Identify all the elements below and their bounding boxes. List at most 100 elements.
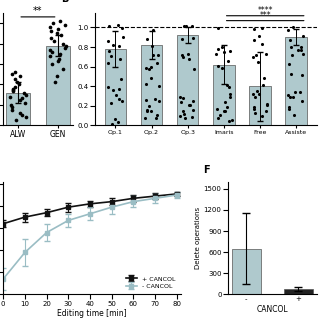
Point xyxy=(215,25,220,30)
Point xyxy=(255,60,260,65)
Text: F: F xyxy=(203,165,210,175)
Point xyxy=(55,27,60,32)
Point xyxy=(178,114,183,119)
Point xyxy=(16,82,21,87)
Point xyxy=(63,45,68,50)
Point xyxy=(147,67,152,72)
Point xyxy=(120,25,125,30)
Point xyxy=(63,43,68,48)
Point xyxy=(300,73,305,78)
Point xyxy=(57,56,62,61)
Bar xyxy=(105,49,126,125)
Point xyxy=(260,26,265,31)
Point xyxy=(288,94,293,99)
Point xyxy=(228,94,233,100)
Point xyxy=(12,77,17,82)
Point xyxy=(177,94,182,100)
Point xyxy=(180,52,185,57)
X-axis label: CANCOL: CANCOL xyxy=(257,305,288,314)
Point xyxy=(50,61,55,67)
Point xyxy=(145,109,150,114)
Point xyxy=(7,94,12,99)
Point xyxy=(286,28,291,33)
Point xyxy=(54,74,60,79)
Point xyxy=(53,80,58,85)
Point xyxy=(109,53,114,58)
Point xyxy=(48,36,53,41)
Point xyxy=(257,34,262,39)
Point xyxy=(254,89,259,94)
Point xyxy=(23,115,28,120)
Point xyxy=(260,41,265,46)
Point xyxy=(144,36,149,42)
Point xyxy=(149,76,154,81)
Point xyxy=(22,100,27,106)
Point xyxy=(264,102,269,107)
Point xyxy=(21,90,27,95)
Point xyxy=(54,31,59,36)
Bar xyxy=(284,289,313,294)
Point xyxy=(105,60,110,65)
Point xyxy=(288,44,293,49)
Text: ****: **** xyxy=(258,6,273,15)
Point xyxy=(10,104,15,109)
Point xyxy=(110,87,115,92)
Point xyxy=(183,116,188,121)
Point xyxy=(190,99,196,104)
Point xyxy=(145,107,150,112)
Point xyxy=(55,58,60,63)
Point xyxy=(143,116,148,121)
Point xyxy=(186,102,191,107)
Point xyxy=(215,63,220,68)
Point xyxy=(180,108,185,113)
Point xyxy=(286,104,292,109)
Point xyxy=(252,106,257,111)
Bar xyxy=(177,35,198,125)
Point xyxy=(19,95,24,100)
Bar xyxy=(6,93,30,125)
Point xyxy=(155,113,160,118)
Point xyxy=(181,95,186,100)
Point xyxy=(47,53,52,58)
Point xyxy=(119,76,124,81)
Point xyxy=(226,59,231,64)
Point xyxy=(118,57,123,62)
Point xyxy=(106,49,111,54)
Point xyxy=(150,28,156,33)
Point xyxy=(218,113,223,118)
Point xyxy=(10,86,15,91)
Point xyxy=(298,90,303,95)
Point xyxy=(49,49,54,54)
Point xyxy=(113,117,118,122)
Point xyxy=(290,24,295,29)
Point xyxy=(252,37,257,42)
Point xyxy=(116,97,121,102)
Point xyxy=(17,111,22,116)
Bar xyxy=(285,37,307,125)
Point xyxy=(157,84,162,89)
Point xyxy=(299,99,304,104)
Point xyxy=(263,52,268,57)
Point xyxy=(262,76,267,81)
Point xyxy=(147,103,152,108)
Point xyxy=(251,91,256,96)
Point xyxy=(49,29,54,34)
Point xyxy=(51,20,56,26)
Point xyxy=(52,39,57,44)
Point xyxy=(144,81,149,86)
Point xyxy=(213,52,219,57)
Point xyxy=(286,61,292,67)
Point xyxy=(287,106,292,111)
Point xyxy=(20,113,25,118)
Point xyxy=(253,53,259,58)
Point xyxy=(24,92,29,97)
Point xyxy=(287,37,292,42)
Point xyxy=(60,67,65,72)
Point xyxy=(215,106,220,111)
Bar xyxy=(213,65,235,125)
Point xyxy=(12,70,17,75)
Point xyxy=(252,27,257,32)
Point xyxy=(221,50,226,55)
Point xyxy=(251,54,256,59)
Point xyxy=(62,22,67,28)
